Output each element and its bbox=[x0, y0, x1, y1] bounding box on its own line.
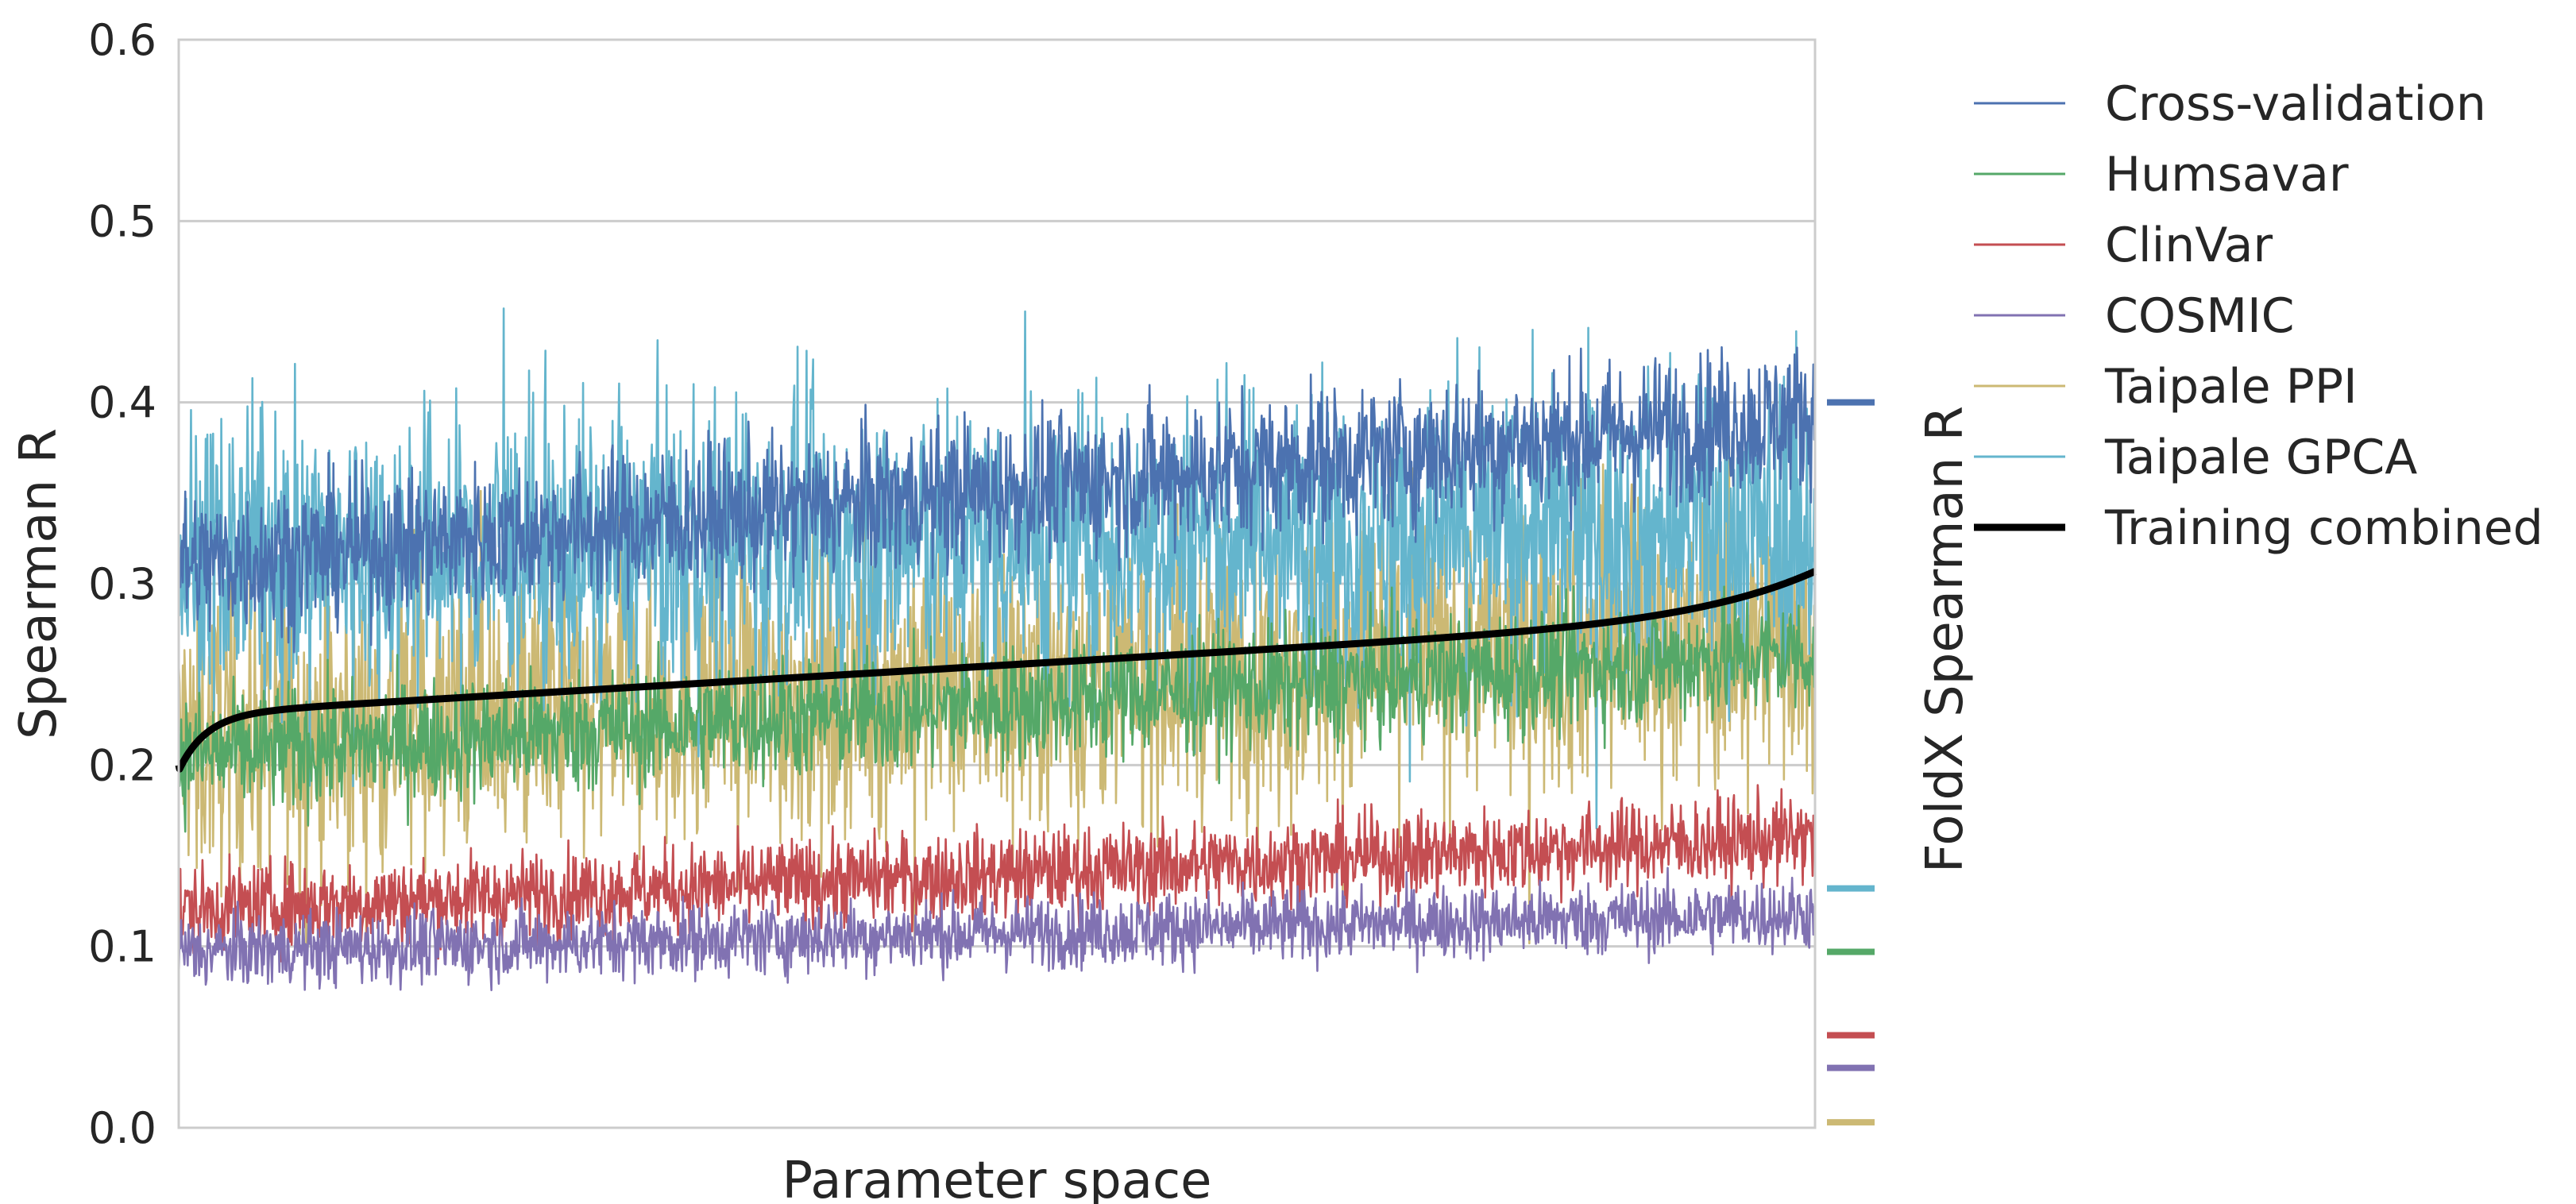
y-tick-label: 0.1 bbox=[88, 922, 156, 972]
foldx-markers bbox=[1827, 399, 1875, 1126]
legend-label: Humsavar bbox=[2105, 147, 2349, 203]
series-line-cross-validation bbox=[177, 345, 1817, 654]
y-tick-label: 0.2 bbox=[88, 740, 156, 790]
y-tick-label: 0.3 bbox=[88, 559, 156, 609]
y-tick-label: 0.4 bbox=[88, 378, 156, 428]
legend-label: Taipale GPCA bbox=[2104, 430, 2417, 485]
y-axis-label-right: FoldX Spearman R bbox=[1916, 406, 1975, 873]
legend-label: Cross-validation bbox=[2105, 76, 2486, 132]
series-line-humsavar bbox=[177, 585, 1817, 833]
legend: Cross-validation Humsavar ClinVar COSMIC Tai… bbox=[1974, 76, 2543, 556]
series-line-training-combined bbox=[175, 568, 1818, 773]
legend-label: Taipale PPI bbox=[2104, 359, 2358, 415]
y-axis-label: Spearman R bbox=[10, 428, 68, 739]
series-layer bbox=[175, 307, 1818, 992]
plot-frame bbox=[177, 38, 1817, 1129]
y-tick-label: 0.0 bbox=[88, 1103, 156, 1153]
y-tick-label: 0.5 bbox=[88, 196, 156, 246]
series-line-cosmic bbox=[177, 866, 1817, 992]
legend-label: Training combined bbox=[2104, 500, 2543, 556]
y-tick-labels: 0.0 0.1 0.2 0.3 0.4 0.5 0.6 bbox=[88, 15, 156, 1153]
series-line-clinvar bbox=[177, 784, 1817, 963]
y-tick-label: 0.6 bbox=[88, 15, 156, 65]
x-axis-label: Parameter space bbox=[782, 1152, 1211, 1204]
legend-label: COSMIC bbox=[2105, 288, 2295, 344]
legend-label: ClinVar bbox=[2105, 218, 2273, 273]
